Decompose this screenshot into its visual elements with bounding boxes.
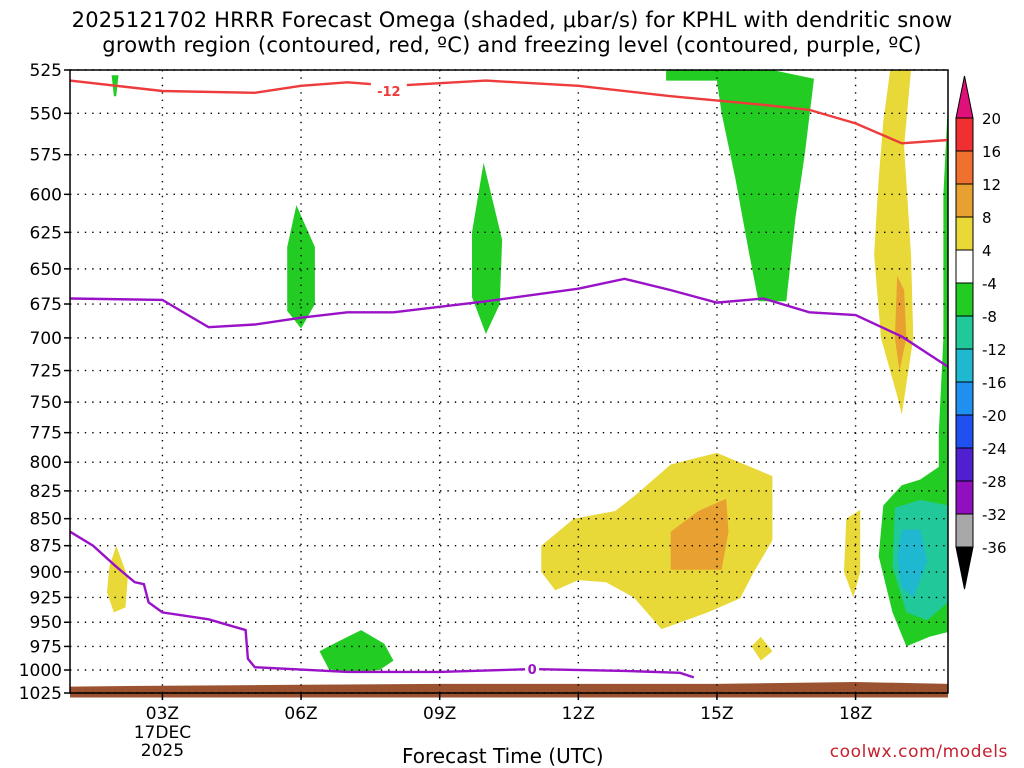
x-tick-label: 18Z — [839, 704, 872, 724]
y-tick-label: 775 — [30, 424, 62, 444]
y-tick-label: 575 — [30, 146, 62, 166]
colorbar-segment — [955, 183, 974, 218]
y-tick-label: 925 — [30, 588, 62, 608]
contour-lines: -12 0 — [69, 79, 949, 679]
colorbar-segment — [955, 447, 974, 482]
colorbar: 20 16 12 8 4 -4 -8 -12 -16 -20 -24 -28 -32 -36 — [955, 75, 1007, 590]
dgz-contour-label: -12 — [377, 85, 401, 100]
colorbar-segment — [955, 249, 974, 284]
omega-shading — [70, 70, 948, 698]
x-tick-label: 12Z — [562, 704, 595, 724]
credit-link[interactable]: coolwx.com/models — [829, 742, 1008, 762]
colorbar-segment — [955, 282, 974, 317]
y-tick-label: 950 — [30, 613, 62, 633]
y-tick-label: 525 — [30, 61, 62, 81]
chart-title-line-1: 2025121702 HRRR Forecast Omega (shaded, … — [71, 8, 953, 32]
dgz-label-bg — [370, 82, 407, 100]
colorbar-segment — [955, 414, 974, 449]
chart-title-line-2: growth region (contoured, red, ºC) and f… — [102, 33, 922, 57]
colorbar-tick-label: -24 — [982, 440, 1007, 458]
colorbar-tick-label: 16 — [982, 143, 1001, 161]
x-tick-date: 17DEC — [134, 723, 191, 743]
colorbar-tick-label: -36 — [982, 539, 1007, 557]
omega-region — [670, 498, 729, 570]
axes: 525 550 575 600 625 650 675 700 725 750 775 800 825 8… — [19, 61, 949, 761]
x-tick-label: 15Z — [700, 704, 733, 724]
y-tick-label: 850 — [30, 510, 62, 530]
y-tick-label: 975 — [30, 637, 62, 657]
colorbar-tick-label: -8 — [982, 308, 997, 326]
freezing-level-line-lower — [69, 530, 695, 679]
omega-region — [541, 452, 773, 630]
colorbar-tick-label: 4 — [982, 242, 992, 260]
colorbar-tick-label: 12 — [982, 176, 1001, 194]
x-axis-label: Forecast Time (UTC) — [402, 744, 604, 768]
y-tick-label: 1000 — [19, 661, 62, 681]
plot-frame — [69, 69, 949, 694]
colorbar-tick-label: -32 — [982, 506, 1007, 524]
colorbar-tick-label: -12 — [982, 341, 1007, 359]
plot-area — [70, 70, 948, 693]
omega-region — [894, 276, 907, 371]
x-tick-label: 09Z — [423, 704, 456, 724]
y-tick-label: 600 — [30, 185, 62, 205]
y-tick-label: 900 — [30, 563, 62, 583]
freezing-level-line — [69, 277, 949, 368]
colorbar-segment — [955, 117, 974, 152]
colorbar-tick-label: 20 — [982, 110, 1001, 128]
y-tick-label: 825 — [30, 482, 62, 502]
colorbar-segment — [955, 216, 974, 251]
x-tick-label: 03Z — [146, 704, 179, 724]
colorbar-tick-label: -28 — [982, 473, 1007, 491]
x-tick-year: 2025 — [141, 741, 184, 761]
omega-region — [287, 205, 315, 329]
omega-region — [472, 162, 503, 334]
y-tick-label: 875 — [30, 537, 62, 557]
omega-region — [751, 636, 773, 661]
y-tick-label: 1025 — [19, 684, 62, 704]
y-tick-label: 625 — [30, 223, 62, 243]
colorbar-tick-label: -4 — [982, 275, 997, 293]
colorbar-segment — [955, 381, 974, 416]
y-tick-label: 800 — [30, 453, 62, 473]
x-tick-label: 06Z — [284, 704, 317, 724]
grid-lines — [70, 69, 948, 694]
omega-region — [319, 630, 394, 673]
colorbar-tick-label: -16 — [982, 374, 1007, 392]
colorbar-tick-label: 8 — [982, 209, 992, 227]
y-tick-label: 550 — [30, 104, 62, 124]
colorbar-segment — [955, 315, 974, 350]
freezing-contour-label: 0 — [528, 663, 537, 678]
y-tick-label: 750 — [30, 393, 62, 413]
dgz-contour-line — [69, 79, 949, 145]
omega-region — [666, 70, 814, 302]
colorbar-segment — [955, 513, 974, 548]
colorbar-segment — [955, 150, 974, 185]
colorbar-extend-max — [955, 75, 974, 119]
y-tick-label: 650 — [30, 260, 62, 280]
colorbar-extend-min — [955, 546, 974, 590]
colorbar-segment — [955, 348, 974, 383]
omega-region — [844, 509, 861, 598]
y-tick-label: 725 — [30, 362, 62, 382]
y-tick-label: 675 — [30, 295, 62, 315]
y-tick-label: 700 — [30, 329, 62, 349]
colorbar-segment — [955, 480, 974, 515]
omega-region — [897, 529, 928, 598]
freezing-label-bg — [525, 660, 540, 678]
colorbar-tick-label: -20 — [982, 407, 1007, 425]
